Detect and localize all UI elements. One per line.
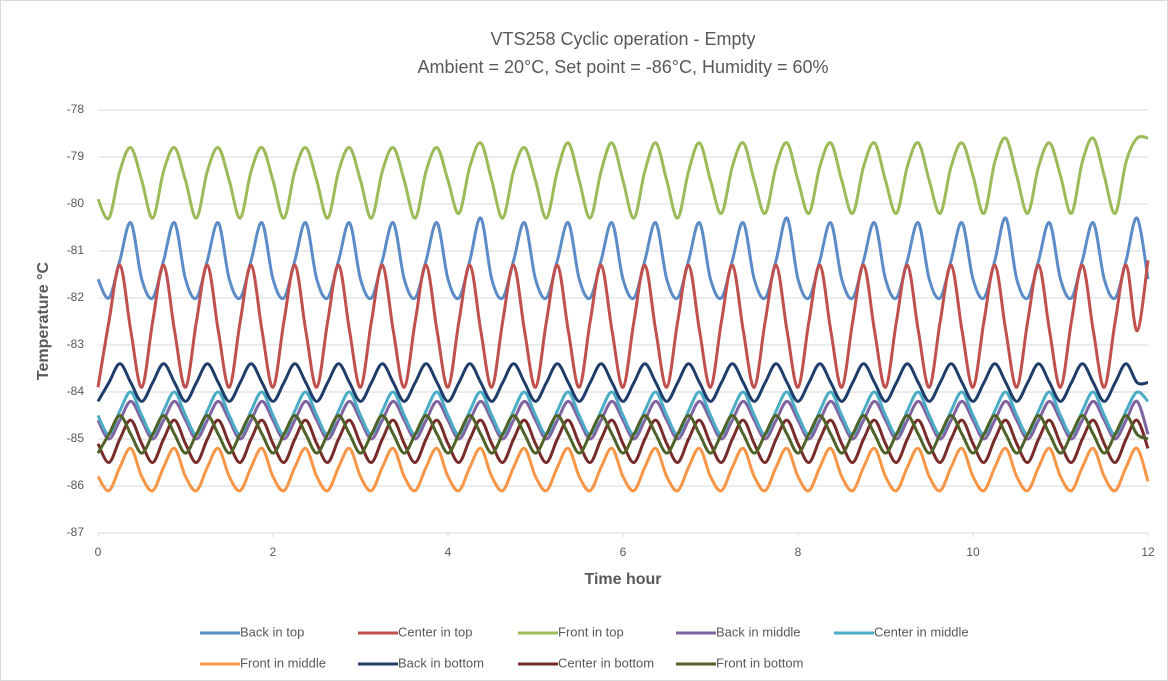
y-tick-label: -82	[67, 290, 85, 304]
y-tick-label: -79	[67, 149, 85, 163]
y-axis-title: Temperature °C	[35, 261, 52, 380]
y-tick-label: -86	[67, 478, 85, 492]
legend-label: Center in bottom	[558, 655, 654, 670]
series-line	[96, 399, 1150, 441]
legend-label: Front in top	[558, 624, 624, 639]
series-line	[96, 418, 1150, 464]
x-tick-label: 2	[270, 545, 277, 559]
series-line	[96, 362, 1149, 403]
legend-label: Center in top	[398, 624, 472, 639]
x-tick-label: 12	[1141, 545, 1155, 559]
series-line	[96, 414, 1149, 455]
x-tick-label: 0	[95, 545, 102, 559]
series-line	[96, 446, 1150, 493]
legend-label: Center in middle	[874, 624, 969, 639]
series-line	[96, 134, 1149, 221]
x-tick-label: 8	[795, 545, 802, 559]
chart-subtitle: Ambient = 20°C, Set point = -86°C, Humid…	[417, 57, 828, 77]
y-tick-label: -84	[67, 384, 85, 398]
y-tick-label: -83	[67, 337, 85, 351]
legend-label: Front in bottom	[716, 655, 803, 670]
legend-label: Back in top	[240, 624, 304, 639]
chart-title: VTS258 Cyclic operation - Empty	[490, 29, 755, 49]
y-tick-label: -80	[67, 196, 85, 210]
y-tick-label: -87	[67, 525, 85, 539]
x-axis-title: Time hour	[584, 571, 661, 588]
series-line	[96, 216, 1150, 301]
series-line	[96, 390, 1150, 436]
series-line	[96, 260, 1150, 389]
x-tick-label: 4	[445, 545, 452, 559]
legend-label: Back in middle	[716, 624, 801, 639]
y-tick-label: -78	[67, 102, 85, 116]
legend-label: Back in bottom	[398, 655, 484, 670]
legend-label: Front in middle	[240, 655, 326, 670]
x-tick-label: 6	[620, 545, 627, 559]
x-tick-label: 10	[966, 545, 980, 559]
y-tick-label: -85	[67, 431, 85, 445]
y-tick-label: -81	[67, 243, 85, 257]
